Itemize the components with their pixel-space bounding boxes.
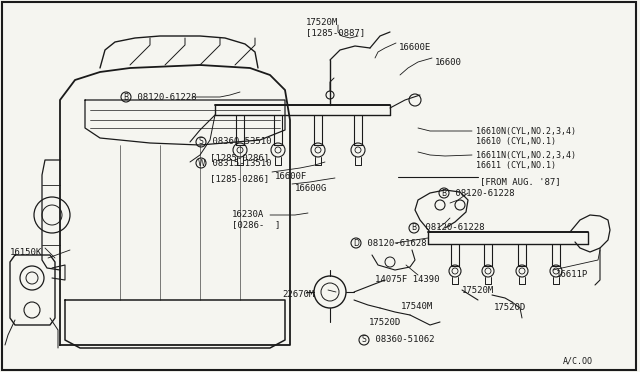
Text: 08120-61228: 08120-61228 [450,189,515,198]
Text: 08120-61228: 08120-61228 [132,93,196,102]
Text: S: S [198,138,204,147]
Text: 08315-13510: 08315-13510 [207,158,271,167]
Text: [FROM AUG. '87]: [FROM AUG. '87] [480,177,561,186]
Text: 16600F: 16600F [275,172,307,181]
Text: 16230A: 16230A [232,210,264,219]
Text: [1285-0286]: [1285-0286] [210,174,269,183]
Text: 22670M: 22670M [282,290,314,299]
Text: 16611P: 16611P [556,270,588,279]
Text: A/C.OO: A/C.OO [563,357,593,366]
Text: 16610 (CYL,NO.1): 16610 (CYL,NO.1) [476,137,556,146]
Text: 16600E: 16600E [399,43,431,52]
Text: 16611 (CYL,NO.1): 16611 (CYL,NO.1) [476,161,556,170]
Text: 16600G: 16600G [295,184,327,193]
Text: 17520D: 17520D [494,303,526,312]
Text: 08120-61228: 08120-61228 [420,224,484,232]
Text: 08120-61628: 08120-61628 [362,238,426,247]
Text: B: B [412,224,417,232]
Text: 08360-51062: 08360-51062 [370,336,435,344]
Text: [1285-0286]: [1285-0286] [210,153,269,162]
Text: 17520D: 17520D [369,318,401,327]
Text: 16600: 16600 [435,58,462,67]
Text: [0286-  ]: [0286- ] [232,220,280,229]
Text: S: S [362,336,366,344]
Text: [1285-0887]: [1285-0887] [306,28,365,37]
Text: 17520M: 17520M [462,286,494,295]
Text: B: B [442,189,447,198]
Text: 16150K: 16150K [10,248,42,257]
Text: 16611N(CYL,NO.2,3,4): 16611N(CYL,NO.2,3,4) [476,151,576,160]
Text: 17540M: 17540M [401,302,433,311]
Text: B: B [124,93,129,102]
Text: 17520M: 17520M [306,18,339,27]
Text: 16610N(CYL,NO.2,3,4): 16610N(CYL,NO.2,3,4) [476,127,576,136]
Text: 14075F 14390: 14075F 14390 [375,275,440,284]
Text: D: D [353,238,359,247]
Text: 08360-53510: 08360-53510 [207,138,271,147]
Text: W: W [197,158,205,167]
